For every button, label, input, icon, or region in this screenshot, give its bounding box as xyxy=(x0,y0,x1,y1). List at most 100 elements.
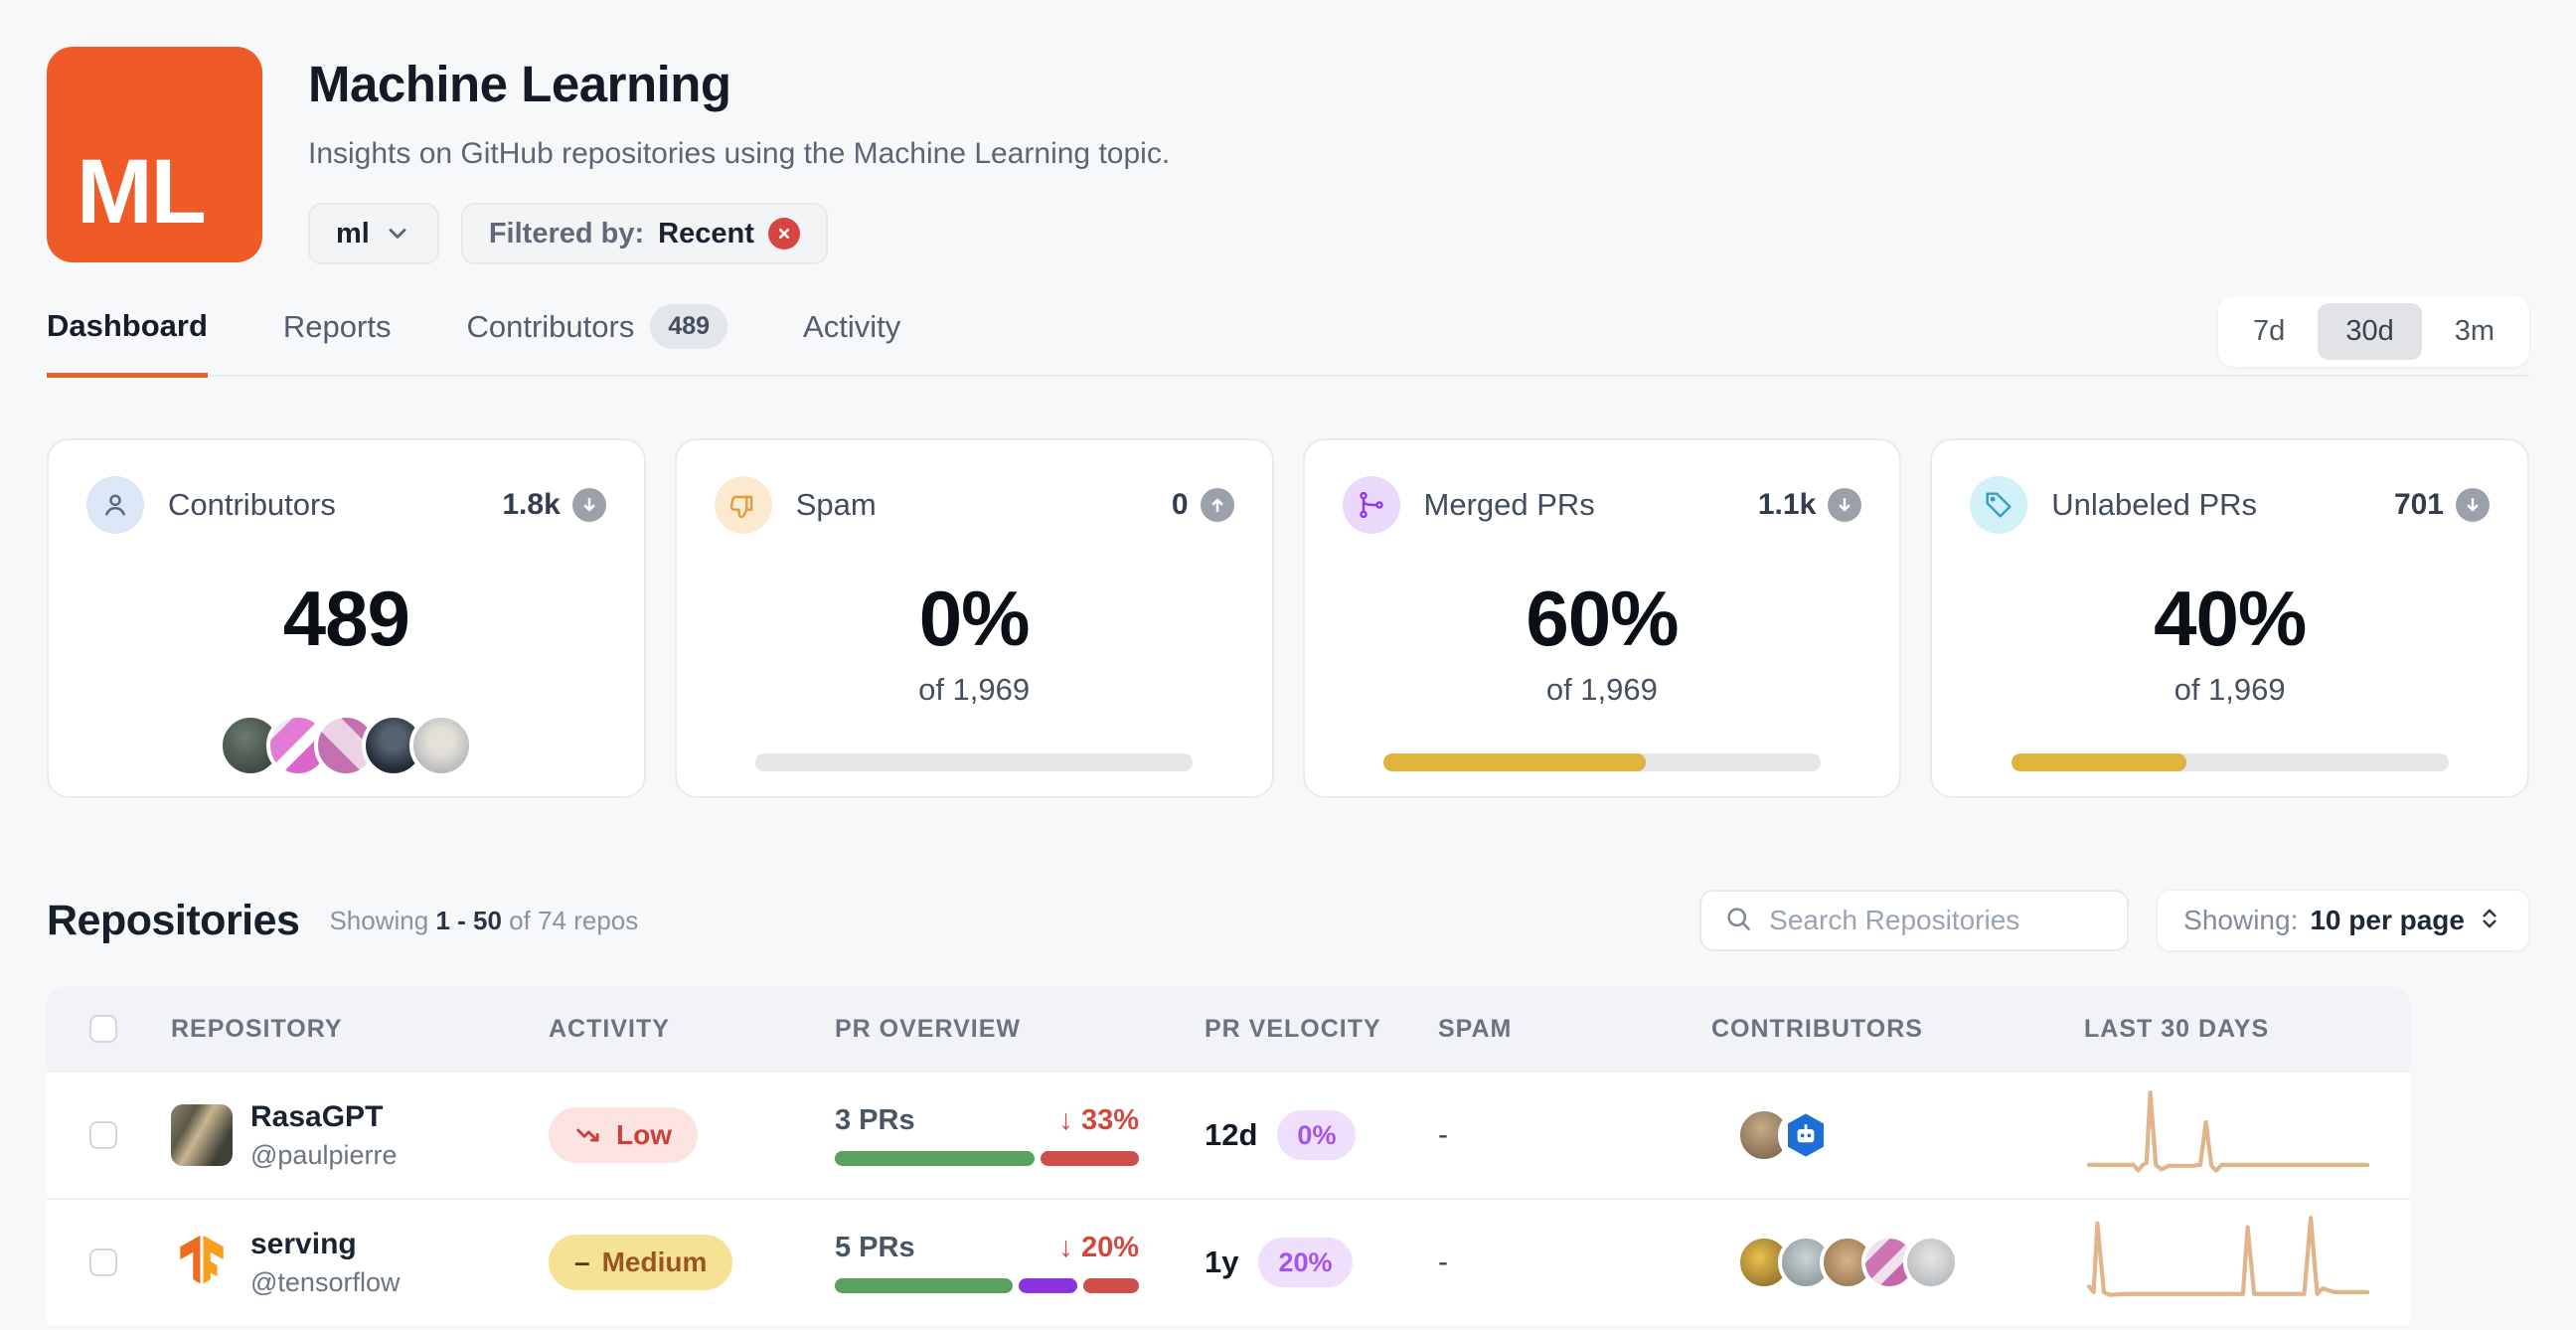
table-header-row: REPOSITORY ACTIVITY PR OVERVIEW PR VELOC… xyxy=(47,987,2410,1071)
pr-velocity-percent-badge: 0% xyxy=(1277,1110,1357,1160)
stat-value: 489 xyxy=(282,575,410,662)
contributors-avatar-stack xyxy=(86,714,606,777)
stat-cards: Contributors 1.8k 489 Spam 0 xyxy=(47,438,2529,798)
merged-prs-card: Merged PRs 1.1k 60% of 1,969 xyxy=(1302,438,1902,798)
card-total: 1.8k xyxy=(502,488,561,521)
arrow-down-icon: ↓ xyxy=(1058,1232,1073,1263)
card-total: 701 xyxy=(2393,488,2444,521)
tab-dashboard[interactable]: Dashboard xyxy=(47,304,208,378)
row-contributors-stack xyxy=(1687,1235,2059,1290)
stat-value: 60% xyxy=(1526,575,1679,662)
repo-name-link[interactable]: RasaGPT xyxy=(250,1099,384,1133)
repositories-title: Repositories xyxy=(47,896,300,944)
tag-icon xyxy=(1970,476,2028,534)
per-page-label: Showing: xyxy=(2183,905,2299,935)
insight-selector[interactable]: ml xyxy=(308,203,439,264)
stat-of-text: of 1,969 xyxy=(1545,672,1658,707)
contributors-count-badge: 489 xyxy=(650,304,728,349)
header-text: Machine Learning Insights on GitHub repo… xyxy=(308,47,1170,264)
spam-value: - xyxy=(1438,1118,1448,1151)
chevron-up-down-icon xyxy=(2477,906,2502,936)
progress-bar xyxy=(755,753,1194,771)
progress-bar xyxy=(2011,753,2449,771)
activity-label: Medium xyxy=(601,1247,708,1277)
pr-change-value: 33% xyxy=(1080,1104,1139,1136)
header-chips: ml Filtered by: Recent xyxy=(308,203,1170,264)
showing-range: 1 - 50 xyxy=(435,905,502,935)
trending-down-icon xyxy=(576,1128,599,1142)
per-page-select[interactable]: Showing: 10 per page xyxy=(2157,890,2529,951)
workspace-logo: ML xyxy=(47,47,262,262)
tensorflow-logo xyxy=(180,1235,224,1284)
git-merge-icon xyxy=(1342,476,1400,534)
contributors-card: Contributors 1.8k 489 xyxy=(47,438,646,798)
row-checkbox[interactable] xyxy=(89,1121,117,1149)
progress-bar xyxy=(1382,753,1821,771)
filter-chip-value: Recent xyxy=(658,217,754,249)
spam-card: Spam 0 0% of 1,969 xyxy=(674,438,1274,798)
repo-avatar xyxy=(171,1232,233,1293)
filter-chip[interactable]: Filtered by: Recent xyxy=(460,203,828,264)
last-30-days-sparkline xyxy=(2086,1216,2370,1297)
tab-reports-label: Reports xyxy=(282,308,392,344)
person-icon xyxy=(86,476,144,534)
card-total: 1.1k xyxy=(1757,488,1817,521)
remove-filter-button[interactable] xyxy=(767,218,800,249)
bot-icon xyxy=(1788,1113,1824,1157)
page-title: Machine Learning xyxy=(308,56,731,112)
tab-contributors[interactable]: Contributors 489 xyxy=(466,304,728,375)
repo-avatar xyxy=(171,1104,233,1166)
bot-avatar xyxy=(1778,1107,1834,1163)
repositories-controls: Showing: 10 per page xyxy=(1699,890,2529,951)
pr-overview-bar xyxy=(835,1278,1139,1293)
tab-activity-label: Activity xyxy=(803,308,901,344)
activity-badge-low: Low xyxy=(549,1107,698,1163)
tab-reports[interactable]: Reports xyxy=(283,304,392,375)
card-label: Spam xyxy=(795,487,877,522)
column-contributors: CONTRIBUTORS xyxy=(1711,1014,1923,1043)
range-30d-button[interactable]: 30d xyxy=(2318,303,2422,360)
select-all-checkbox[interactable] xyxy=(89,1015,117,1043)
row-checkbox[interactable] xyxy=(89,1248,117,1276)
dash-icon: – xyxy=(574,1247,590,1277)
tab-contributors-label: Contributors xyxy=(466,308,635,344)
range-3m-button[interactable]: 3m xyxy=(2454,315,2495,347)
activity-badge-medium: – Medium xyxy=(549,1235,733,1290)
repositories-showing-text: Showing 1 - 50 of 74 repos xyxy=(329,906,638,936)
repositories-header: Repositories Showing 1 - 50 of 74 repos … xyxy=(47,890,2529,951)
unlabeled-prs-card: Unlabeled PRs 701 40% of 1,969 xyxy=(1930,438,2529,798)
column-spam: SPAM xyxy=(1438,1014,1513,1043)
pr-change: ↓ 33% xyxy=(1058,1104,1139,1137)
column-pr-velocity: PR VELOCITY xyxy=(1205,1014,1381,1043)
thumbs-down-icon xyxy=(714,476,772,534)
page-subtitle: Insights on GitHub repositories using th… xyxy=(308,137,1171,170)
stat-value: 0% xyxy=(918,575,1031,662)
trend-down-icon xyxy=(2456,488,2490,522)
time-range-control: 7d 30d 3m xyxy=(2218,296,2529,367)
trend-down-icon xyxy=(1828,488,1862,522)
range-7d-button[interactable]: 7d xyxy=(2253,315,2286,347)
repo-name-link[interactable]: serving xyxy=(250,1227,357,1260)
chevron-down-icon xyxy=(384,220,411,248)
card-label: Unlabeled PRs xyxy=(2051,487,2258,522)
pr-velocity-percent-badge: 20% xyxy=(1258,1238,1353,1287)
workspace-header: ML Machine Learning Insights on GitHub r… xyxy=(47,0,2529,264)
search-box xyxy=(1699,890,2130,951)
pr-overview-bar xyxy=(835,1151,1139,1166)
per-page-value: 10 per page xyxy=(2310,905,2465,935)
tabs-bar: Dashboard Reports Contributors 489 Activ… xyxy=(47,296,2529,378)
arrow-down-icon: ↓ xyxy=(1058,1104,1073,1136)
search-icon xyxy=(1723,904,1753,938)
close-icon xyxy=(778,228,789,240)
search-input[interactable] xyxy=(1769,905,2106,936)
repo-owner: @paulpierre xyxy=(250,1139,398,1170)
pr-count: 3 PRs xyxy=(835,1104,915,1136)
insight-selector-value: ml xyxy=(336,217,370,249)
table-row: RasaGPT @paulpierre Low 3 PRs ↓ 33% 12d xyxy=(47,1071,2410,1198)
avatar xyxy=(409,714,474,777)
pr-change: ↓ 20% xyxy=(1058,1232,1139,1264)
tab-activity[interactable]: Activity xyxy=(803,304,900,375)
card-label: Merged PRs xyxy=(1423,487,1595,522)
column-repository: REPOSITORY xyxy=(171,1014,343,1043)
stat-of-text: of 1,969 xyxy=(918,672,1031,707)
